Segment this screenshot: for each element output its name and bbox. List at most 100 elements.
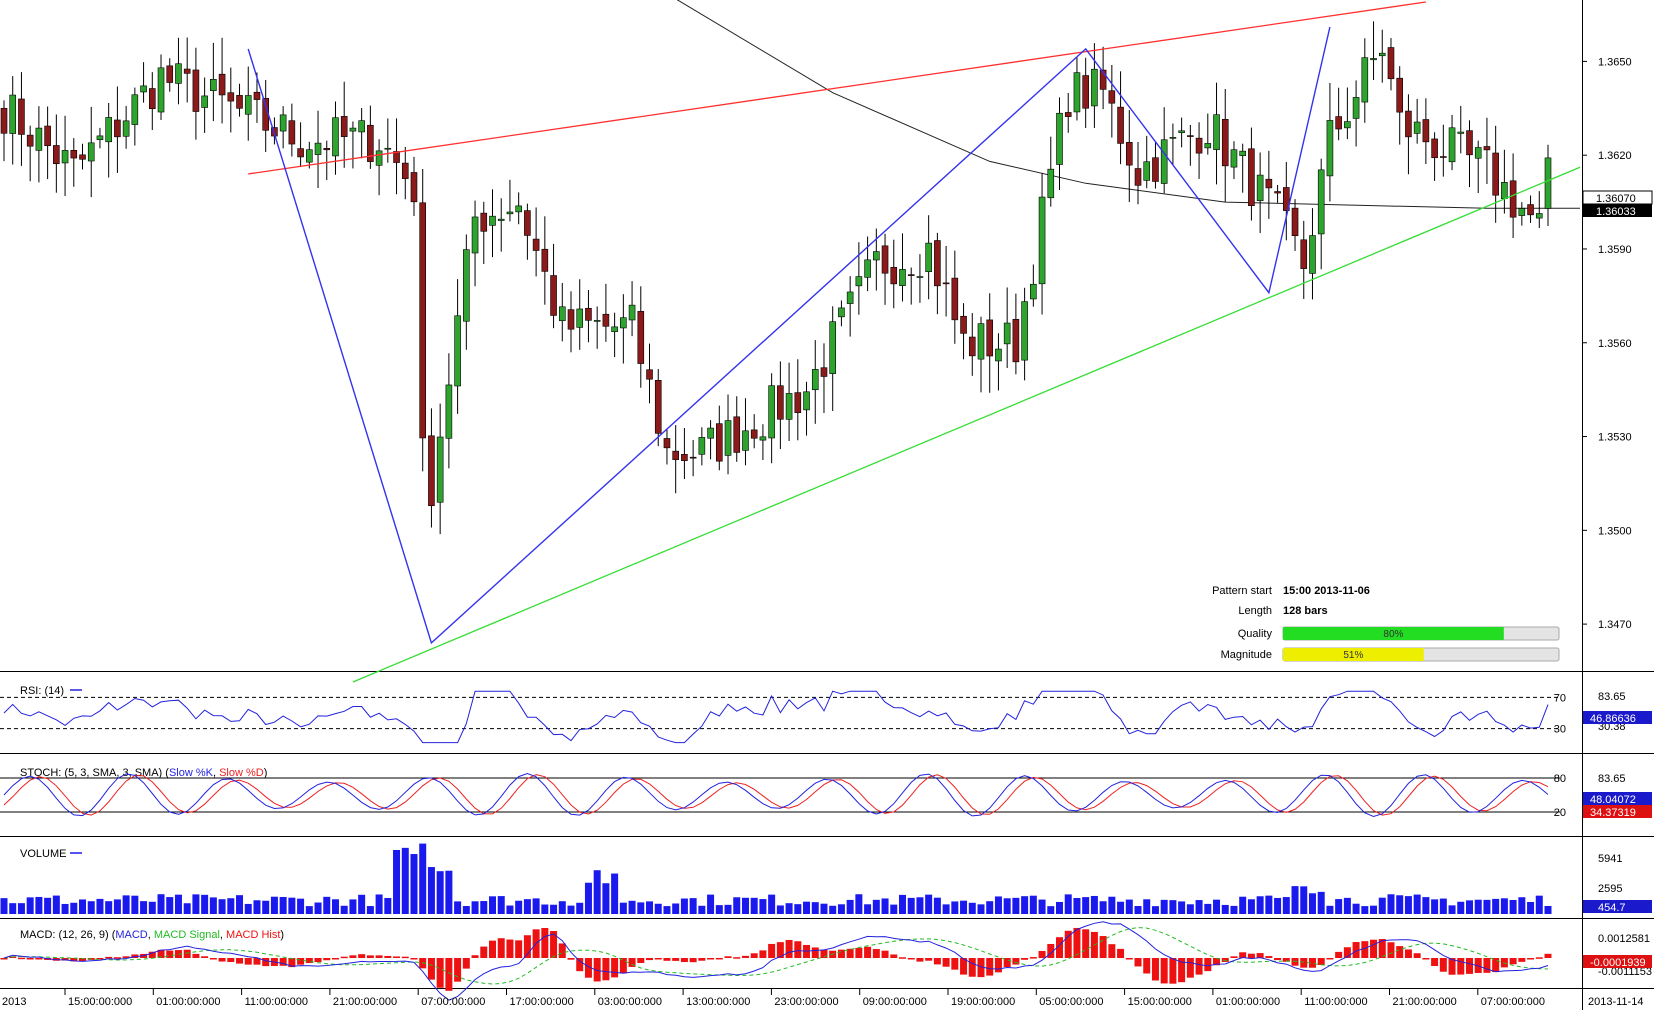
volume-bar (1064, 894, 1072, 914)
candle-body (201, 95, 208, 108)
volume-bar (1343, 897, 1351, 914)
macd-hist-bar (558, 943, 566, 958)
macd-hist-bar (1422, 958, 1430, 960)
candle (419, 168, 427, 472)
candle (1038, 173, 1046, 315)
candle-body (1474, 147, 1482, 159)
candle-body (210, 79, 217, 92)
macd-hist-bar (689, 958, 697, 963)
candle-body (1344, 121, 1351, 129)
macd-hist-bar (567, 958, 575, 960)
candle (558, 282, 566, 342)
time-tick-label: 01:00:00:000 (156, 996, 220, 1008)
candle (349, 121, 357, 169)
volume-bar (1117, 901, 1125, 914)
candle (489, 189, 496, 258)
macd-hist-bar (1387, 942, 1395, 958)
candle-body (724, 420, 732, 456)
candle (1030, 264, 1037, 307)
candle-body (1169, 137, 1177, 139)
volume-bar (515, 900, 523, 914)
time-tick-label: 07:00:00:000 (421, 996, 485, 1008)
candle (497, 198, 505, 252)
macd-hist-bar (907, 958, 915, 960)
candle-body (1370, 58, 1377, 61)
volume-bar (1300, 886, 1308, 914)
macd-hist-bar (872, 949, 880, 958)
macd-hist-bar (1265, 956, 1273, 958)
candle-body (785, 393, 793, 420)
candle-body (1291, 207, 1299, 237)
volume-bar (1230, 905, 1238, 914)
volume-tick-mid: 2595 (1598, 883, 1622, 895)
volume-bar (654, 903, 662, 914)
candle (1117, 71, 1124, 165)
candle-body (707, 427, 714, 439)
candle-body (681, 454, 688, 461)
candle-body (759, 436, 767, 441)
time-tick-label: 17:00:00:000 (510, 996, 574, 1008)
candle-body (794, 392, 802, 413)
macd-hist-bar (1518, 958, 1526, 962)
time-tick-label: 21:00:00:000 (1393, 996, 1457, 1008)
candle (1108, 64, 1116, 138)
macd-hist-bar (1213, 958, 1221, 966)
macd-hist-bar (236, 958, 244, 964)
candle-body (1056, 112, 1063, 165)
candle-body (157, 67, 165, 113)
candle (44, 106, 51, 180)
candle-body (654, 380, 662, 434)
candle-body (1204, 143, 1212, 149)
candle-body (1274, 191, 1281, 194)
rsi-scale-top: 83.65 (1598, 691, 1626, 703)
rsi-line (3, 690, 1549, 744)
time-tick-label: 13:00:00:000 (686, 996, 750, 1008)
volume-bar (70, 902, 78, 914)
macd-hist-bar (759, 950, 767, 958)
volume-bar (218, 899, 226, 914)
candle (367, 105, 374, 169)
candle-body (1387, 47, 1395, 80)
macd-hist-bar (70, 958, 78, 962)
candle (79, 143, 86, 170)
volume-bar (480, 901, 488, 914)
macd-hist-bar (1282, 958, 1290, 962)
macd-hist-bar (1038, 950, 1046, 958)
candle-body (1509, 180, 1517, 218)
candle-body (419, 202, 427, 439)
volume-bar (1186, 904, 1194, 914)
volume-bar (1003, 898, 1011, 914)
candle-body (620, 317, 627, 329)
candle-body (1309, 235, 1316, 274)
macd-hist-bar (663, 958, 671, 961)
candle-body (332, 117, 339, 157)
candle-body (1030, 283, 1037, 300)
candle-body (1248, 148, 1255, 206)
macd-hist-bar (323, 958, 331, 961)
candle-body (349, 127, 357, 132)
volume-bar (776, 905, 784, 914)
candle-body (715, 423, 723, 462)
macd-hist-bar (1256, 953, 1264, 958)
candle (1204, 113, 1212, 155)
time-tick-label: 03:00:00:000 (598, 996, 662, 1008)
volume-bar (1448, 905, 1456, 914)
volume-bar (61, 903, 69, 914)
macd-hist-bar (942, 958, 950, 967)
volume-bar (105, 901, 113, 914)
volume-bar (393, 850, 401, 914)
candle-body (314, 142, 322, 155)
candle (1187, 124, 1194, 166)
macd-hist-bar (262, 958, 270, 967)
macd-hist-bar (148, 951, 156, 958)
candle (332, 101, 339, 175)
macd-title-sep: , (148, 929, 154, 941)
candle (1152, 142, 1159, 189)
macd-hist-bar (750, 953, 758, 958)
volume-bar (837, 904, 845, 914)
macd-scale-bottom: -0.0011153 (1598, 966, 1652, 978)
candle (768, 373, 775, 464)
candle (1317, 158, 1325, 270)
macd-hist-bar (1204, 958, 1212, 972)
